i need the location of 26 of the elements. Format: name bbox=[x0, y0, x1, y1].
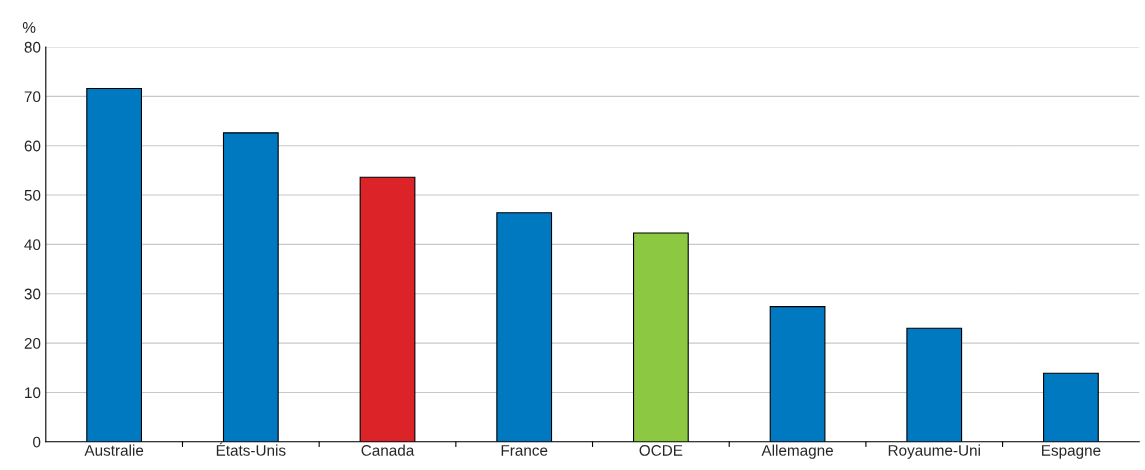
x-tick-label: États-Unis bbox=[216, 442, 286, 456]
x-tick-label: Espagne bbox=[1042, 445, 1101, 459]
bar bbox=[632, 232, 689, 442]
bar bbox=[222, 132, 279, 442]
bar bbox=[906, 327, 963, 442]
x-tick-label: Australie bbox=[84, 444, 144, 456]
y-tick-label: 60 bbox=[24, 140, 41, 152]
x-tick-label: Canada bbox=[361, 444, 415, 456]
y-tick-label: 20 bbox=[24, 337, 41, 349]
x-tick-label: Allemagne bbox=[761, 444, 833, 459]
x-tick-label: France bbox=[501, 445, 548, 456]
y-tick-label: 10 bbox=[25, 387, 41, 399]
bar bbox=[359, 176, 416, 442]
bar bbox=[769, 306, 826, 442]
x-tick-label: OCDE bbox=[639, 444, 683, 456]
y-tick-label: 80 bbox=[24, 41, 41, 53]
bar bbox=[86, 87, 143, 442]
y-tick-label: 0 bbox=[33, 436, 41, 448]
x-tick-label: Royaume-Uni bbox=[888, 444, 980, 459]
y-tick-label: 50 bbox=[24, 189, 41, 201]
bar bbox=[496, 212, 553, 442]
bar bbox=[1043, 372, 1099, 442]
y-tick-label: 30 bbox=[24, 288, 41, 300]
y-tick-label: 70 bbox=[24, 91, 41, 103]
y-axis-title: % bbox=[22, 22, 36, 33]
y-tick-label: 40 bbox=[24, 239, 41, 251]
